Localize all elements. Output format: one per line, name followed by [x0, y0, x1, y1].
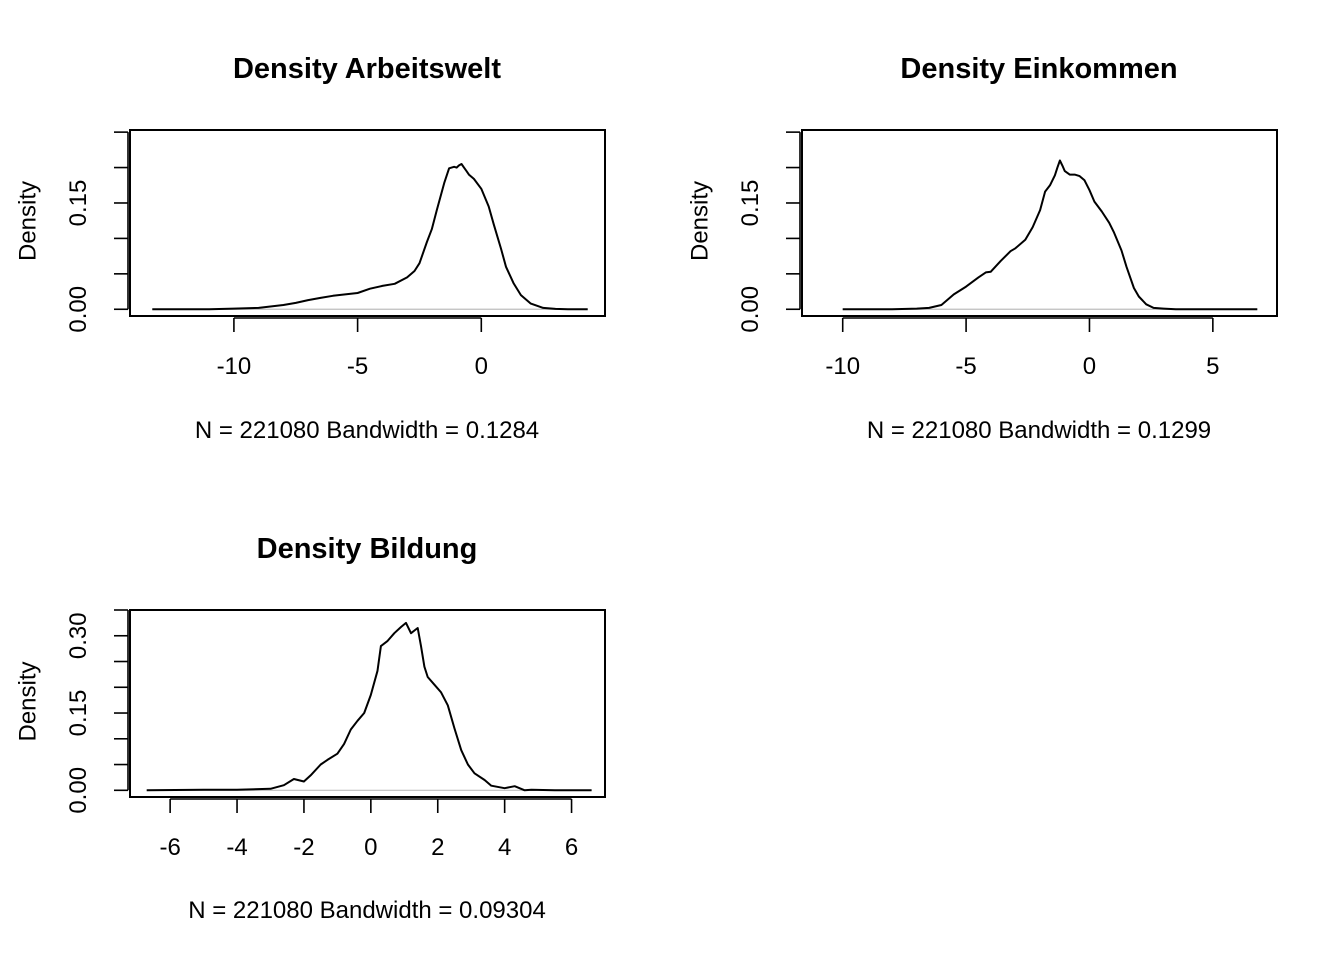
x-tick-label: 0 — [475, 353, 488, 380]
density-curve — [152, 163, 588, 311]
x-tick-label: 5 — [1206, 353, 1219, 380]
chart-subtitle: N = 221080 Bandwidth = 0.1284 — [195, 417, 539, 444]
chart-title: Density Arbeitswelt — [233, 53, 501, 85]
x-tick-label: -5 — [955, 353, 976, 380]
density-curve — [842, 159, 1258, 311]
x-tick-label: -4 — [226, 834, 247, 861]
chart-subtitle: N = 221080 Bandwidth = 0.09304 — [188, 897, 546, 924]
plot-frame — [801, 129, 1278, 317]
x-tick-label: -6 — [159, 834, 180, 861]
x-tick-label: 4 — [498, 834, 511, 861]
panel-3: Density Bildung Density N = 221080 Bandwid… — [15, 533, 606, 924]
y-tick-label: 0.30 — [65, 612, 92, 659]
chart-subtitle: N = 221080 Bandwidth = 0.1299 — [867, 417, 1211, 444]
plot-frame — [129, 129, 606, 317]
y-tick-label: 0.00 — [737, 286, 764, 333]
plot-frame — [129, 609, 606, 798]
panel-2: Density Einkommen Density N = 221080 Bandw… — [687, 53, 1278, 444]
y-tick-label: 0.00 — [65, 767, 92, 814]
x-tick-label: 0 — [1083, 353, 1096, 380]
y-axis-label: Density — [15, 661, 42, 741]
x-tick-label: 6 — [565, 834, 578, 861]
x-tick-label: -10 — [217, 353, 252, 380]
x-tick-label: -10 — [825, 353, 860, 380]
y-tick-label: 0.00 — [65, 286, 92, 333]
density-curve — [146, 621, 592, 792]
chart-title: Density Einkommen — [900, 53, 1177, 85]
y-tick-label: 0.15 — [65, 690, 92, 737]
x-tick-label: -2 — [293, 834, 314, 861]
x-tick-label: -5 — [347, 353, 368, 380]
y-axis-label: Density — [687, 181, 714, 261]
panel-1: Density Arbeitswelt Density N = 221080 Ban… — [15, 53, 606, 444]
y-tick-label: 0.15 — [737, 180, 764, 227]
x-tick-label: 0 — [364, 834, 377, 861]
chart-title: Density Bildung — [257, 533, 478, 565]
y-tick-label: 0.15 — [65, 180, 92, 227]
x-tick-label: 2 — [431, 834, 444, 861]
y-axis-label: Density — [15, 181, 42, 261]
